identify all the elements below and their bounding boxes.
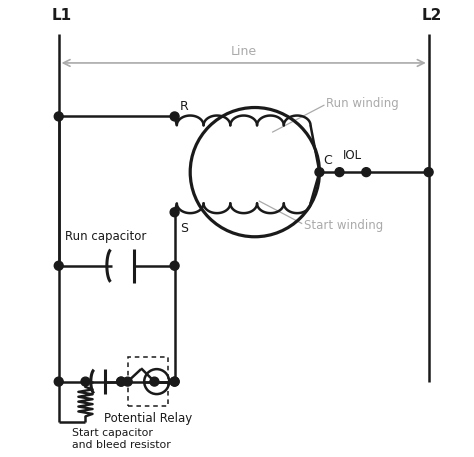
Circle shape — [54, 261, 63, 270]
Circle shape — [315, 168, 324, 176]
Circle shape — [54, 377, 63, 386]
Text: S: S — [180, 222, 188, 235]
Text: Line: Line — [231, 45, 257, 58]
Text: Run winding: Run winding — [326, 96, 399, 110]
Circle shape — [117, 377, 126, 386]
Bar — [128, 357, 168, 406]
Text: Start winding: Start winding — [304, 219, 383, 232]
Circle shape — [335, 168, 344, 176]
Circle shape — [170, 377, 179, 386]
Text: L2: L2 — [422, 8, 442, 23]
Circle shape — [424, 168, 433, 176]
Circle shape — [362, 168, 371, 176]
Circle shape — [123, 377, 132, 386]
Text: C: C — [323, 154, 332, 167]
Circle shape — [170, 377, 179, 386]
Circle shape — [150, 377, 159, 386]
Text: R: R — [180, 100, 189, 113]
Circle shape — [170, 261, 179, 270]
Text: Start capacitor
and bleed resistor: Start capacitor and bleed resistor — [72, 428, 171, 450]
Text: IOL: IOL — [343, 149, 363, 162]
Circle shape — [117, 377, 126, 386]
Circle shape — [170, 112, 179, 121]
Circle shape — [170, 208, 179, 217]
Text: Potential Relay: Potential Relay — [104, 412, 192, 425]
Circle shape — [81, 377, 90, 386]
Text: Run capacitor: Run capacitor — [65, 230, 147, 243]
Circle shape — [54, 112, 63, 121]
Text: L1: L1 — [52, 8, 72, 23]
